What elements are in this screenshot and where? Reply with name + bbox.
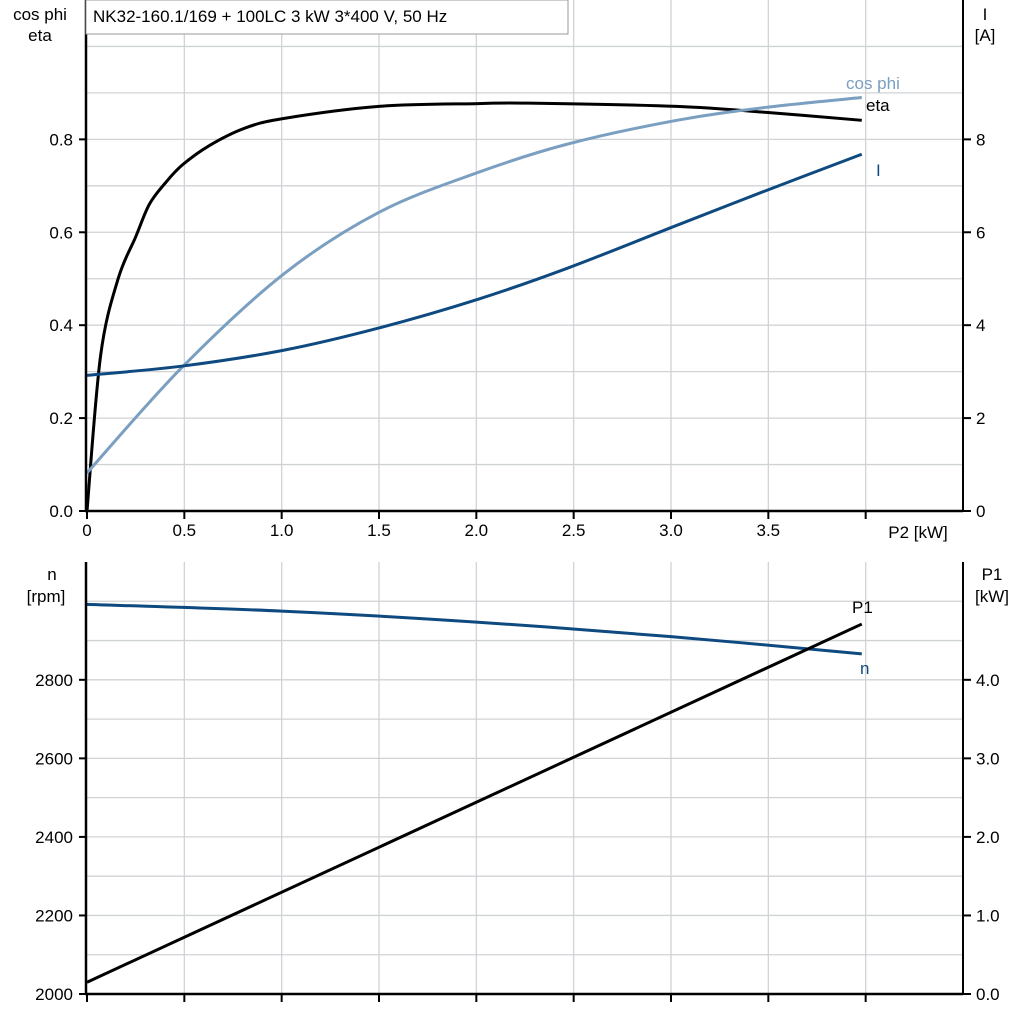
y-right-tick-label: 4.0 <box>976 671 1000 690</box>
x-axis-label: P2 [kW] <box>888 523 948 542</box>
series-line-p1 <box>86 622 863 984</box>
y-left-tick-label: 0.6 <box>49 223 73 242</box>
x-tick-label: 1.0 <box>270 521 294 540</box>
series-line-eta <box>85 101 862 512</box>
series-label-eta: eta <box>866 96 890 115</box>
x-tick-label: 3.0 <box>659 521 683 540</box>
y-right-tick-label: 0.0 <box>976 985 1000 1004</box>
x-tick-label: 0 <box>82 521 91 540</box>
y-right-tick-label: 1.0 <box>976 906 1000 925</box>
y-left-tick-label: 2600 <box>35 749 73 768</box>
top-left-axis-label-1: cos phi <box>13 5 67 24</box>
series-label-p1: P1 <box>852 598 873 617</box>
y-right-tick-label: 6 <box>976 223 985 242</box>
series-line-cos-phi <box>85 96 862 474</box>
y-left-tick-label: 0.8 <box>49 130 73 149</box>
series-line-n <box>86 602 862 656</box>
bottom-left-axis-label-2: [rpm] <box>27 587 66 606</box>
x-tick-label: 3.5 <box>757 521 781 540</box>
x-tick-label: 2.0 <box>465 521 489 540</box>
y-right-tick-label: 0 <box>976 502 985 521</box>
title-box <box>85 0 569 35</box>
y-right-tick-label: 2.0 <box>976 828 1000 847</box>
bottom-right-axis-label-2: [kW] <box>975 587 1009 606</box>
top-right-axis-label-2: [A] <box>975 26 996 45</box>
bottom-right-axis-label-1: P1 <box>982 565 1003 584</box>
y-left-tick-label: 0.2 <box>49 409 73 428</box>
series-label-i: I <box>876 161 881 180</box>
y-right-tick-label: 8 <box>976 130 985 149</box>
series-label-cos-phi: cos phi <box>846 74 900 93</box>
x-tick-label: 1.5 <box>367 521 391 540</box>
y-left-tick-label: 0.4 <box>49 316 73 335</box>
bottom-left-axis-label-1: n <box>47 565 56 584</box>
top-right-axis-label-1: I <box>983 5 988 24</box>
x-tick-label: 2.5 <box>562 521 586 540</box>
y-right-tick-label: 2 <box>976 409 985 428</box>
x-tick-label: 0.5 <box>173 521 197 540</box>
y-left-tick-label: 2000 <box>35 985 73 1004</box>
chart-title: NK32-160.1/169 + 100LC 3 kW 3*400 V, 50 … <box>93 7 447 26</box>
y-left-tick-label: 2200 <box>35 906 73 925</box>
top-left-axis-label-2: eta <box>28 26 52 45</box>
series-label-n: n <box>860 659 869 678</box>
y-right-tick-label: 4 <box>976 316 985 335</box>
y-left-tick-label: 2800 <box>35 671 73 690</box>
series-line-i <box>86 152 863 377</box>
y-left-tick-label: 2400 <box>35 828 73 847</box>
y-left-tick-label: 0.0 <box>49 502 73 521</box>
y-right-tick-label: 3.0 <box>976 749 1000 768</box>
